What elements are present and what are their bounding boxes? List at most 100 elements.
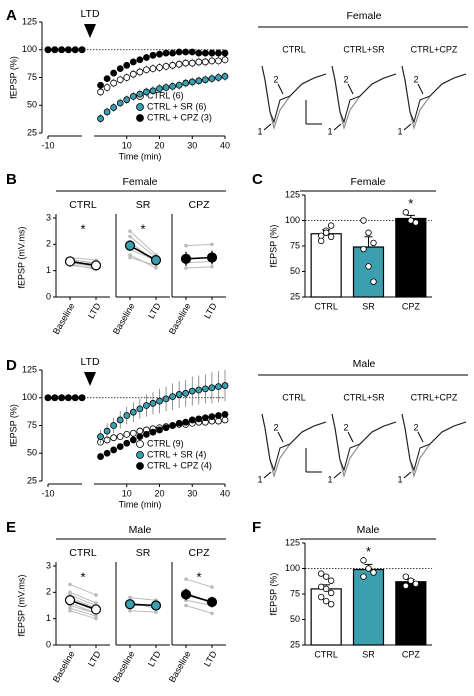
y-tick-label: 50 [290,614,300,624]
trace-label: CTRL+SR [343,392,385,402]
trace-label: CTRL+CPZ [411,44,458,54]
data-point [365,229,372,236]
data-point [195,77,203,85]
subject-point [68,606,72,610]
data-point [360,573,367,580]
subject-line [69,607,97,617]
data-point [215,74,222,81]
chart-title: Female [350,176,385,188]
trace-after [261,65,327,124]
x-tick-label: Baseline [51,301,77,336]
trace-marker-arrow [277,83,284,95]
trace-marker: 1 [257,126,262,136]
data-point [156,426,163,434]
x-axis-label: Time (min) [119,499,162,509]
data-point [169,82,177,90]
trace-after [401,65,467,124]
data-point [142,66,150,74]
subject-point [94,616,98,621]
data-point [175,60,183,68]
trace-after [261,413,327,472]
trace-marker: 2 [413,422,418,432]
data-point [116,416,124,424]
subject-point [128,234,132,239]
x-tick-label: -10 [41,488,54,498]
trace-marker: 2 [273,74,278,84]
data-point [327,222,335,229]
data-point [129,429,137,437]
trace-after [331,413,397,472]
data-point [110,69,118,77]
data-point [370,569,377,576]
data-point [169,49,177,57]
data-point [78,394,86,402]
data-point [149,87,157,95]
x-tick-label: 40 [220,488,230,498]
data-point [195,415,203,423]
data-point [208,57,216,65]
significance: * [366,544,371,559]
trace-marker-arrow [417,83,424,95]
trace-marker: 2 [343,422,348,432]
data-point [201,414,209,422]
traces-title: Female [346,10,381,22]
data-point [188,78,196,86]
subject-point [68,582,72,587]
subject-line [69,594,97,606]
x-tick-label: 40 [220,140,230,150]
data-point [65,46,72,54]
y-tick-label: 50 [27,100,37,110]
data-point [78,46,86,54]
data-point [188,48,196,56]
trace-marker: 1 [397,126,402,136]
data-point [412,219,420,226]
data-point [215,417,222,425]
x-tick-label: 20 [154,488,164,498]
data-point [162,63,170,70]
trace-before [261,65,327,130]
y-tick-label: 100 [22,44,37,54]
subject-line [129,610,157,613]
data-point [208,75,216,83]
data-point [116,99,124,107]
ltd-arrow [84,372,96,386]
data-point [136,68,144,76]
mean-point [124,240,136,251]
trace-after [331,65,397,124]
data-point [162,49,170,57]
trace-marker: 1 [397,474,402,484]
mean-point [64,256,76,267]
subject-line [69,263,97,270]
subpanel-title: SR [136,199,151,211]
trace-marker: 1 [257,474,262,484]
y-tick-label: 1 [46,265,51,275]
data-point [103,449,111,457]
y-tick-label: 125 [22,16,37,26]
subject-point [210,242,214,247]
legend-label: CTRL + CPZ (3) [147,112,212,122]
data-point [215,383,222,391]
data-point [156,397,163,405]
bar [352,568,385,646]
data-point [162,84,170,91]
data-point [360,217,367,224]
data-point [402,582,410,590]
y-tick-label: 75 [27,420,37,430]
panel-letter: C [252,171,263,188]
data-point [327,233,335,241]
data-point [129,58,137,66]
subject-point [210,264,214,269]
data-point [175,419,183,427]
subpanel-title: SR [136,547,151,559]
x-tick-label: LTD [86,649,103,669]
data-point [156,64,163,71]
significance: * [140,221,145,236]
subject-line [185,578,213,588]
legend-swatch [136,440,144,448]
bar [395,217,427,298]
subject-point [210,585,214,589]
x-tick-label: Baseline [167,649,193,684]
data-point [407,577,415,584]
data-point [175,391,183,398]
